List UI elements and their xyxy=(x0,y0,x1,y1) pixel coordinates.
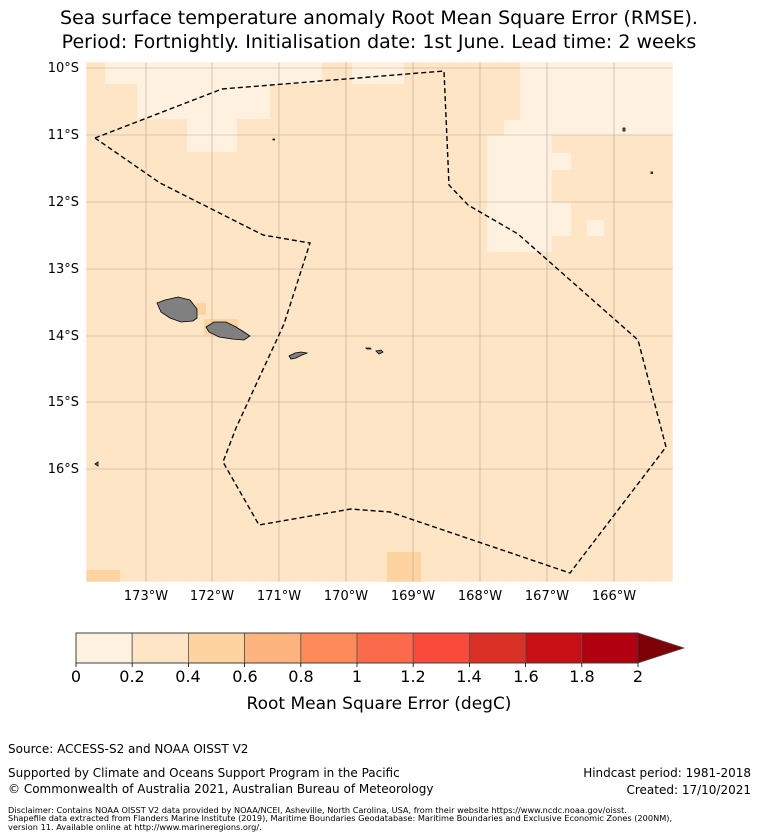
disclaimer-line2: Shapefile data extracted from Flanders M… xyxy=(8,813,673,823)
lat-label: 12°S xyxy=(48,195,79,210)
colorbar-tick-label: 0.6 xyxy=(232,667,257,686)
colorbar-tick-label: 0 xyxy=(71,667,81,686)
lat-label: 16°S xyxy=(48,462,79,477)
lon-label: 168°W xyxy=(458,589,502,604)
map-background xyxy=(86,62,673,582)
chart-title-line1: Sea surface temperature anomaly Root Mea… xyxy=(60,7,698,29)
lon-label: 172°W xyxy=(190,589,234,604)
colorbar-segment xyxy=(300,632,358,664)
hindcast-text: Hindcast period: 1981-2018 xyxy=(583,766,751,780)
colorbar-tick-label: 1 xyxy=(352,667,362,686)
colorbar-tick-label: 1.8 xyxy=(569,667,594,686)
colorbar-segment xyxy=(356,632,414,664)
eez-boundary xyxy=(94,70,667,574)
colorbar-segment xyxy=(187,632,245,664)
rose-atoll xyxy=(650,171,653,174)
colorbar: 0 0.2 0.4 0.6 0.8 1 1.2 1.4 1.6 1.8 2 Ro… xyxy=(71,632,686,714)
supported-text: Supported by Climate and Oceans Support … xyxy=(8,766,400,780)
copyright-text: © Commonwealth of Australia 2021, Austra… xyxy=(8,782,434,796)
colorbar-segment xyxy=(131,632,189,664)
lat-labels: 10°S 11°S 12°S 13°S 14°S 15°S 16°S xyxy=(48,61,79,477)
chart-title-line2: Period: Fortnightly. Initialisation date… xyxy=(61,31,697,53)
colorbar-tick-label: 0.8 xyxy=(288,667,313,686)
lat-label: 15°S xyxy=(48,395,79,410)
colorbar-segment xyxy=(244,632,302,664)
lon-label: 173°W xyxy=(124,589,168,604)
colorbar-segment xyxy=(75,632,133,664)
lon-label: 169°W xyxy=(391,589,435,604)
upolu-island xyxy=(205,321,251,341)
map-gridlines xyxy=(86,62,673,582)
lat-label: 14°S xyxy=(48,329,79,344)
disclaimer-line1: Disclaimer: Contains NOAA OISST V2 data … xyxy=(8,805,627,815)
disclaimer-line3: version 11. Available online at http://w… xyxy=(8,822,262,832)
lon-labels: 173°W 172°W 171°W 170°W 169°W 168°W 167°… xyxy=(124,589,636,604)
lon-label: 167°W xyxy=(525,589,569,604)
colorbar-segment xyxy=(412,632,470,664)
lon-label: 166°W xyxy=(592,589,636,604)
created-text: Created: 17/10/2021 xyxy=(626,783,751,797)
source-text: Source: ACCESS-S2 and NOAA OISST V2 xyxy=(8,742,249,756)
lat-label: 10°S xyxy=(48,61,79,76)
lat-label: 11°S xyxy=(48,128,79,143)
colorbar-extend-arrow xyxy=(637,632,686,664)
islet-west xyxy=(272,138,275,141)
colorbar-tick-label: 1.4 xyxy=(456,667,481,686)
lat-label: 13°S xyxy=(48,262,79,277)
colorbar-tick-label: 2 xyxy=(633,667,643,686)
colorbar-tick-label: 0.4 xyxy=(175,667,200,686)
colorbar-segment xyxy=(581,632,639,664)
low-rmse-cells xyxy=(105,62,673,252)
ofu-island xyxy=(365,347,372,350)
lon-label: 171°W xyxy=(257,589,301,604)
colorbar-tick-label: 1.6 xyxy=(513,667,538,686)
lon-label: 170°W xyxy=(324,589,368,604)
map-frame xyxy=(85,61,674,583)
colorbar-label: Root Mean Square Error (degC) xyxy=(247,694,512,714)
savaii-island xyxy=(156,296,198,323)
tau-island xyxy=(375,349,384,355)
tutuila-island xyxy=(288,351,309,360)
colorbar-tick-label: 1.2 xyxy=(400,667,425,686)
colorbar-tick-label: 0.2 xyxy=(119,667,144,686)
colorbar-segment xyxy=(468,632,526,664)
colorbar-segment xyxy=(525,632,583,664)
swains-island xyxy=(622,127,626,132)
islands xyxy=(94,127,653,467)
wallis-island xyxy=(94,461,99,467)
